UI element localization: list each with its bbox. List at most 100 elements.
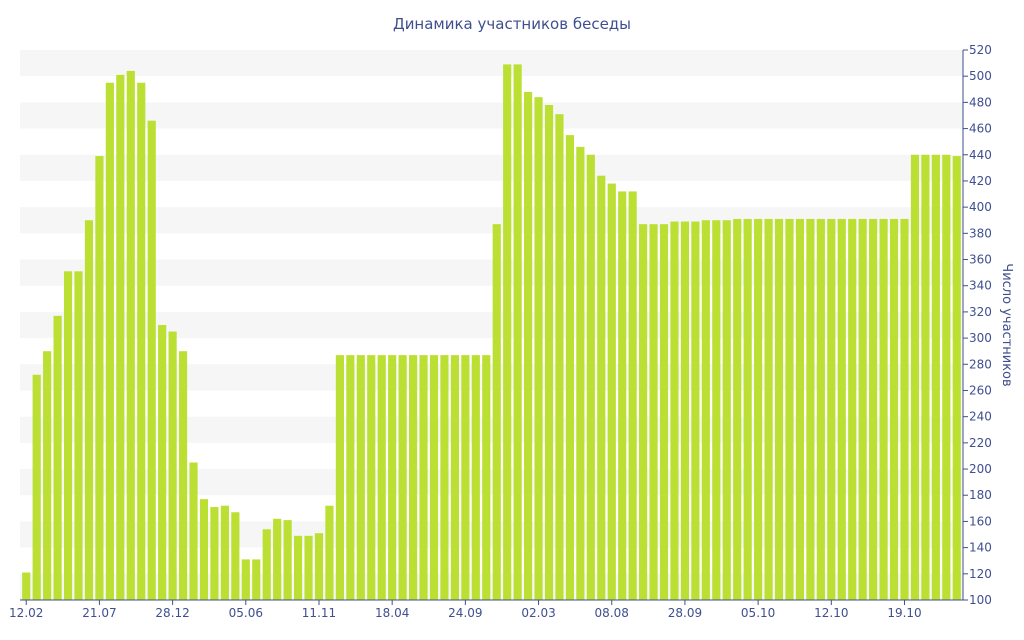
bar [691, 221, 700, 601]
bar [492, 224, 501, 601]
bar [84, 220, 94, 601]
bar [576, 146, 585, 600]
bar [314, 533, 324, 600]
y-tick-label: 400 [969, 200, 992, 214]
bar [733, 218, 742, 600]
grid-band [20, 469, 963, 496]
grid-band [20, 259, 963, 286]
y-tick-label: 180 [969, 488, 992, 502]
bar [43, 351, 52, 600]
bar [32, 374, 41, 600]
x-tick-label: 11.11 [302, 606, 336, 620]
bar [879, 218, 888, 600]
bar [335, 355, 344, 600]
x-tick-label: 19.10 [887, 606, 921, 620]
bar [126, 70, 135, 600]
bar [618, 191, 627, 600]
bar [680, 221, 690, 601]
bar [513, 64, 522, 600]
y-tick-label: 420 [969, 174, 992, 188]
grid-band [20, 573, 963, 600]
bar [346, 355, 355, 600]
grid-band [20, 50, 963, 77]
bar [503, 64, 512, 600]
bar [628, 191, 637, 600]
bar [398, 355, 407, 600]
bar [210, 507, 219, 600]
y-tick-label: 340 [969, 279, 992, 293]
bar [419, 355, 428, 600]
y-tick-label: 480 [969, 95, 992, 109]
x-tick-label: 12.10 [814, 606, 848, 620]
bar [199, 499, 209, 600]
bar [649, 224, 658, 601]
bar [544, 105, 554, 600]
bar [774, 218, 784, 600]
bar [241, 559, 250, 600]
bar [910, 154, 920, 600]
bars-group [22, 64, 961, 601]
y-tick-label: 460 [969, 122, 992, 136]
bar [607, 183, 616, 600]
y-tick-label: 220 [969, 436, 992, 450]
bar [827, 218, 836, 600]
y-axis-ticks: 100 120 140 160 180 200 220 240 260 280 300 320 340 3… [963, 43, 992, 607]
bar [848, 218, 857, 600]
x-tick-label: 28.09 [668, 606, 702, 620]
bar [785, 218, 794, 600]
bar [722, 220, 731, 601]
bar [178, 351, 188, 600]
bar [252, 559, 261, 600]
x-tick-label: 08.08 [595, 606, 629, 620]
bar [461, 355, 470, 600]
bar [795, 218, 805, 600]
bar [283, 520, 292, 600]
y-axis-label: Число участников [999, 263, 1014, 386]
bar [105, 82, 114, 601]
bar [189, 462, 198, 600]
bar [743, 218, 752, 600]
grid-band [20, 102, 963, 129]
bar [952, 156, 961, 600]
bar [659, 224, 669, 601]
grid-band [20, 416, 963, 443]
y-tick-label: 140 [969, 541, 992, 555]
bar [712, 220, 721, 601]
bar [754, 218, 763, 600]
grid-bands [20, 50, 963, 600]
bar [168, 331, 177, 600]
y-tick-label: 520 [969, 43, 992, 57]
bar [701, 220, 710, 601]
x-tick-label: 05.06 [229, 606, 263, 620]
bar [388, 355, 397, 600]
bar [942, 154, 951, 600]
grid-band [20, 521, 963, 548]
bar [231, 512, 240, 600]
bar [53, 315, 62, 600]
bar [565, 135, 574, 600]
y-tick-label: 500 [969, 69, 992, 83]
bar [450, 355, 459, 600]
bar [837, 218, 846, 600]
grid-band [20, 311, 963, 339]
bar [147, 120, 156, 601]
y-tick-label: 260 [969, 383, 992, 397]
bar [377, 355, 386, 600]
grid-band [20, 207, 963, 234]
bar [22, 572, 31, 600]
bar [586, 154, 595, 600]
x-tick-label: 02.03 [521, 606, 555, 620]
bar [921, 154, 930, 600]
y-tick-label: 120 [969, 567, 992, 581]
x-tick-label: 21.07 [82, 606, 116, 620]
bar [534, 97, 543, 600]
bar [440, 355, 449, 600]
y-tick-label: 380 [969, 226, 992, 240]
bar [325, 505, 334, 600]
x-tick-label: 05.10 [741, 606, 775, 620]
bar [158, 325, 167, 600]
bar [889, 218, 899, 600]
bar [74, 271, 83, 600]
